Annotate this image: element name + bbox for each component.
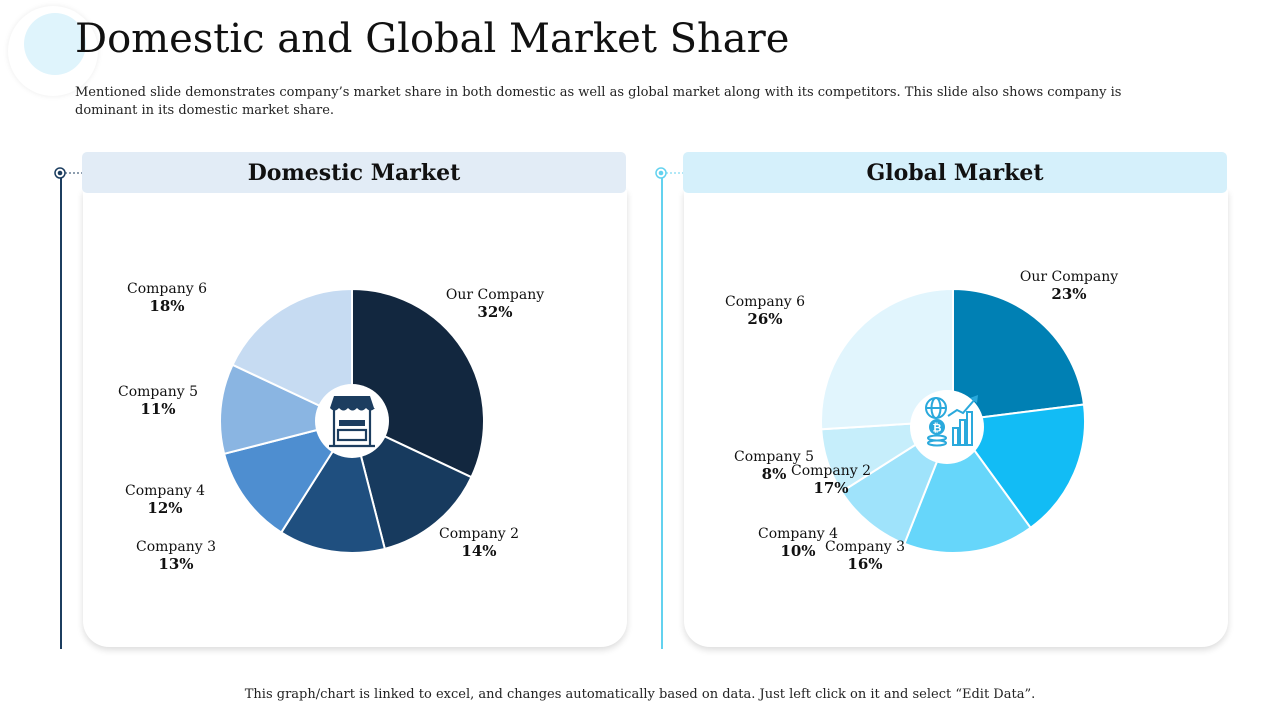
slice-label-value: 14% (461, 542, 496, 560)
slice-label-name: Company 6 (725, 294, 805, 310)
market-stall-icon (329, 396, 375, 448)
slice-label-value: 23% (1051, 285, 1086, 303)
slice-label-value: 32% (477, 303, 512, 321)
slice-label-value: 13% (158, 555, 193, 573)
slice-label-value: 8% (762, 465, 787, 483)
slice-label-value: 18% (149, 297, 184, 315)
slice-label-name: Our Company (446, 287, 544, 303)
slice-label-name: Company 5 (118, 384, 198, 400)
pie-slice-company-6[interactable] (231, 287, 353, 423)
global-timeline-line (661, 173, 663, 649)
pie-slice-company-3[interactable] (903, 418, 1032, 554)
page-subtitle: Mentioned slide demonstrates company’s m… (75, 85, 1122, 118)
slice-label-name: Company 3 (136, 539, 216, 555)
slice-label-name: Company 3 (825, 539, 905, 555)
pie-slice-company-2[interactable] (951, 403, 1086, 530)
pie-slice-company-4[interactable] (222, 419, 355, 534)
slice-label-name: Company 2 (791, 463, 871, 479)
svg-text:₿: ₿ (933, 422, 942, 435)
pie-slice-company-5[interactable] (219, 363, 355, 456)
slice-label-value: 12% (147, 499, 182, 517)
page-title: Domestic and Global Market Share (75, 16, 790, 62)
pie-slice-company-6[interactable] (820, 287, 954, 431)
slice-label-name: Our Company (1020, 269, 1118, 285)
domestic-timeline-line (60, 173, 62, 649)
slice-label-value: 11% (140, 400, 175, 418)
footer-note: This graph/chart is linked to excel, and… (244, 687, 1036, 702)
slice-label-name: Company 4 (758, 526, 838, 542)
global-market-header: Global Market (683, 152, 1227, 193)
pie-slice-company-2[interactable] (350, 419, 473, 551)
pie-slice-our-company[interactable] (952, 287, 1086, 423)
slice-label-name: Company 5 (734, 449, 814, 465)
slice-label-value: 17% (813, 479, 848, 497)
slice-label-value: 16% (847, 555, 882, 573)
global-finance-icon: ₿ (925, 395, 978, 447)
domestic-market-header: Domestic Market (82, 152, 626, 193)
slice-label-name: Company 4 (125, 483, 205, 499)
corner-decoration-circle (24, 13, 86, 75)
slice-label-name: Company 6 (127, 281, 207, 297)
slice-label-value: 26% (747, 310, 782, 328)
slice-label-value: 10% (780, 542, 815, 560)
slice-label-name: Company 2 (439, 526, 519, 542)
